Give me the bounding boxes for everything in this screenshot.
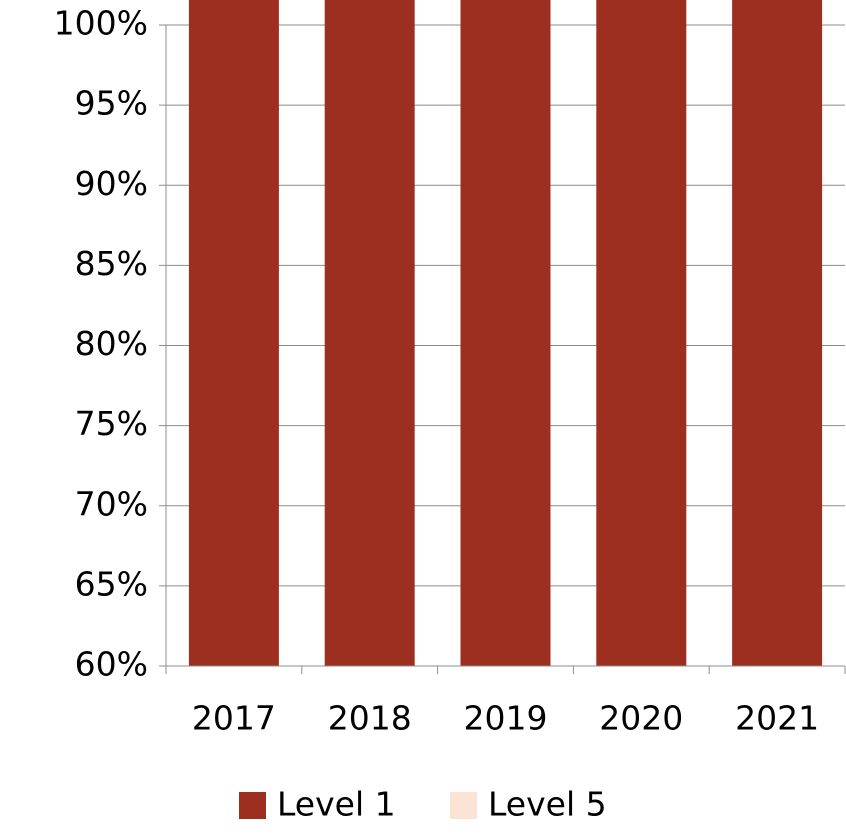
y-tick-label: 80%: [75, 324, 148, 363]
x-tick-label: 2019: [464, 699, 548, 738]
y-tick-label: 65%: [75, 564, 148, 603]
bar-segment: [324, 0, 415, 666]
bar-segment: [732, 0, 823, 666]
y-tick-label: 70%: [75, 484, 148, 523]
legend-swatch: [239, 792, 266, 819]
x-tick-label: 2020: [599, 699, 683, 738]
legend-label: Level 5: [488, 785, 607, 824]
x-tick-label: 2021: [735, 699, 819, 738]
legend-swatch: [450, 792, 477, 819]
y-tick-label: 60%: [75, 645, 148, 684]
y-tick-label: 100%: [54, 4, 148, 43]
y-tick-label: 85%: [75, 244, 148, 283]
bar-segment: [188, 0, 279, 666]
x-tick-label: 2018: [328, 699, 412, 738]
bar-segment: [460, 0, 551, 666]
y-tick-label: 95%: [75, 84, 148, 123]
y-tick-label: 90%: [75, 164, 148, 203]
legend-label: Level 1: [277, 785, 396, 824]
y-tick-label: 75%: [75, 404, 148, 443]
x-tick-label: 2017: [192, 699, 276, 738]
bar-segment: [596, 0, 687, 666]
